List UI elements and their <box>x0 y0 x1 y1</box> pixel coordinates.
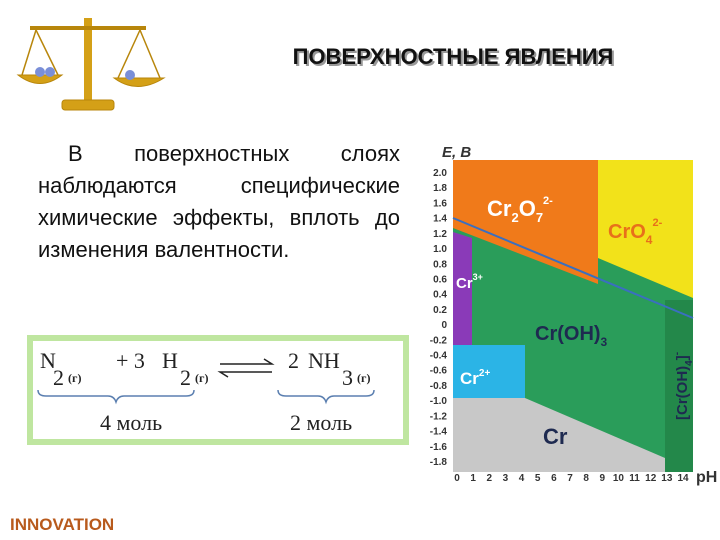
y-tick-label: 0.2 <box>433 305 447 316</box>
y-tick-label: 2.0 <box>433 168 447 179</box>
y-tick-label: 0 <box>441 320 447 331</box>
eq-h: H <box>162 348 178 373</box>
moles-left: 4 моль <box>100 410 162 435</box>
x-tick-label: 11 <box>629 473 640 484</box>
x-tick-label: 2 <box>487 473 493 484</box>
region-label: CrO42- <box>608 217 663 247</box>
braces <box>37 389 375 405</box>
y-tick-label: 1.8 <box>433 183 447 194</box>
x-tick-label: 6 <box>551 473 557 484</box>
region-cr3 <box>453 232 472 345</box>
eq-nh: NH <box>308 348 340 373</box>
y-tick-label: -0.2 <box>430 335 448 346</box>
y-tick-label: 0.6 <box>433 274 447 285</box>
y-tick-label: -1.8 <box>430 457 448 468</box>
y-tick-label: 1.0 <box>433 244 447 255</box>
y-tick-label: -0.8 <box>430 381 448 392</box>
y-tick-label: 0.4 <box>433 290 447 301</box>
eq-h-sub: 2 <box>180 365 191 390</box>
eq-n-sub: 2 <box>53 365 64 390</box>
x-tick-label: 10 <box>613 473 625 484</box>
x-tick-label: 8 <box>583 473 589 484</box>
region-label: Cr3+ <box>456 272 483 292</box>
x-tick-label: 4 <box>519 473 525 484</box>
eq-nh-sub: 3 <box>342 365 353 390</box>
region-cr2o7 <box>453 160 598 284</box>
x-tick-label: 3 <box>503 473 509 484</box>
region-label: Cr2O72- <box>487 195 553 225</box>
eq-state: (г) <box>357 371 370 385</box>
eq-plus: + 3 <box>116 348 145 373</box>
region-cro4 <box>598 160 693 298</box>
body-text: В поверхностных слоях наблюдаются специф… <box>38 141 400 262</box>
x-tick-label: 0 <box>454 473 460 484</box>
x-tick-label: 14 <box>677 473 689 484</box>
region-label: Cr(OH)3 <box>535 323 608 349</box>
y-axis-label: E, B <box>442 144 471 161</box>
y-tick-label: 1.4 <box>433 214 447 225</box>
footer-bg <box>0 510 720 540</box>
equation-box <box>27 335 409 445</box>
pourbaix-diagram <box>452 160 694 472</box>
oxygen-line <box>452 217 694 319</box>
equilibrium-arrow <box>217 358 275 378</box>
y-tick-label: -0.4 <box>430 351 448 362</box>
y-tick-label: 0.8 <box>433 259 447 270</box>
eq-coef: 2 <box>288 348 299 373</box>
y-tick-label: -1.0 <box>430 396 448 407</box>
region-label: Cr <box>543 424 568 449</box>
y-tick-label: -1.6 <box>430 442 448 453</box>
region-cr2 <box>453 345 525 398</box>
y-tick-label: 1.6 <box>433 198 447 209</box>
title: ПОВЕРХНОСТНЫЕ ЯВЛЕНИЯ <box>293 44 614 69</box>
x-tick-label: 7 <box>567 473 573 484</box>
moles-right: 2 моль <box>290 410 352 435</box>
region-cr <box>453 398 665 472</box>
title-shadow: ПОВЕРХНОСТНЫЕ ЯВЛЕНИЯ <box>295 46 616 71</box>
x-tick-label: 5 <box>535 473 541 484</box>
x-axis-label: pH <box>696 469 717 486</box>
x-tick-label: 9 <box>600 473 606 484</box>
region-croh4 <box>665 300 693 472</box>
region-label: Cr2+ <box>460 368 490 388</box>
eq-state: (г) <box>195 371 208 385</box>
x-tick-label: 12 <box>645 473 657 484</box>
region-label: [Cr(OH)4]- <box>672 352 695 420</box>
y-tick-label: -1.2 <box>430 411 448 422</box>
y-tick-label: 1.2 <box>433 229 447 240</box>
y-tick-label: -0.6 <box>430 366 448 377</box>
x-tick-label: 13 <box>661 473 673 484</box>
x-tick-label: 1 <box>470 473 476 484</box>
eq-state: (г) <box>68 371 81 385</box>
eq-n: N <box>40 348 56 373</box>
scales-icon <box>16 18 166 111</box>
y-tick-label: -1.4 <box>430 427 448 438</box>
footer-brand: INNOVATION <box>10 515 114 534</box>
